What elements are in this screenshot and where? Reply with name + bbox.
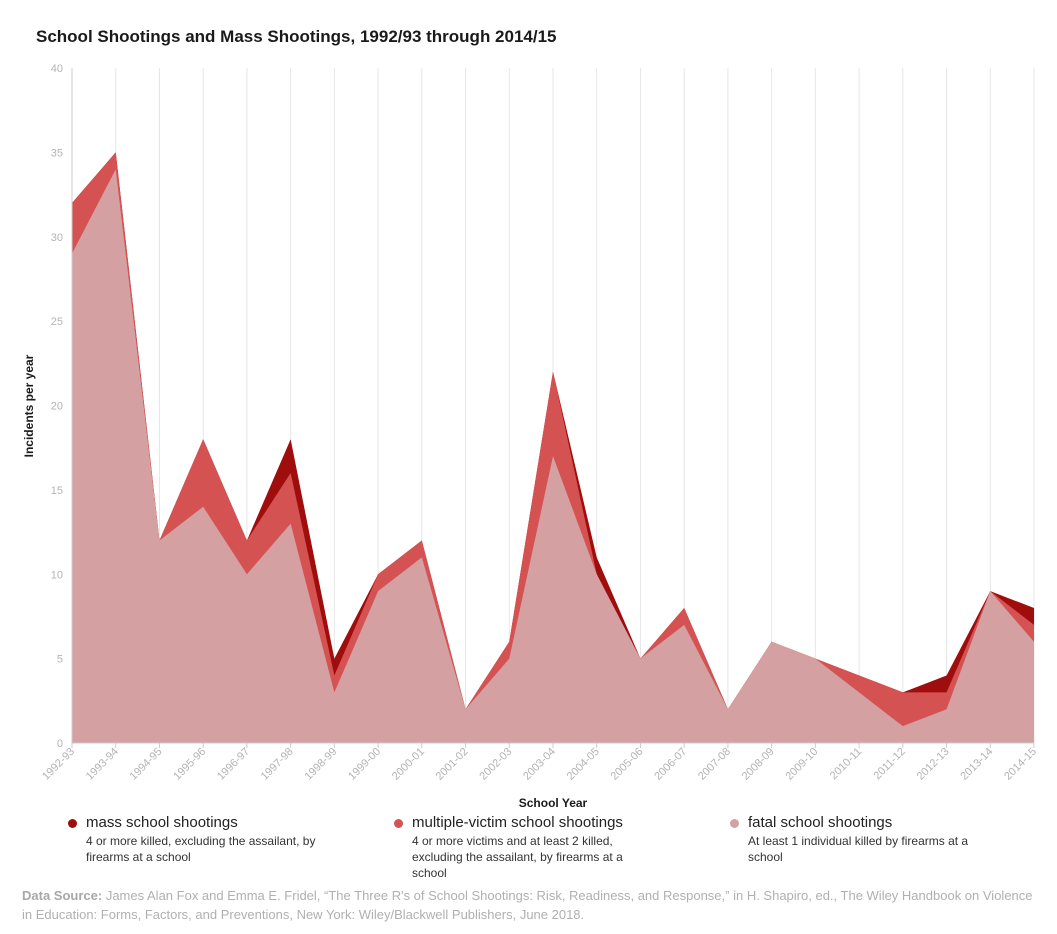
axes (71, 68, 1035, 748)
area-fatal (72, 169, 1034, 743)
x-tick-label: 1998-99 (302, 746, 339, 783)
legend-item-mass: mass school shootings 4 or more killed, … (68, 814, 368, 865)
legend-desc-mass: 4 or more killed, excluding the assailan… (86, 834, 316, 864)
y-axis-title: Incidents per year (22, 354, 36, 457)
y-tick-label: 35 (51, 147, 63, 159)
y-tick-label: 5 (57, 654, 63, 666)
legend-desc-multiple-victim: 4 or more victims and at least 2 killed,… (412, 834, 623, 880)
x-tick-label: 2006-07 (652, 746, 689, 783)
y-tick-label: 25 (51, 316, 63, 328)
x-tick-label: 2013-14 (958, 746, 995, 783)
x-tick-label: 1994-95 (128, 746, 165, 783)
x-axis-title: School Year (519, 796, 588, 810)
x-tick-label: 1999-00 (346, 746, 383, 783)
x-tick-label: 2003-04 (521, 746, 558, 783)
legend-item-fatal: fatal school shootings At least 1 indivi… (730, 814, 1030, 865)
x-tick-label: 2001-02 (434, 746, 471, 783)
legend-swatch-mass (68, 819, 77, 828)
x-tick-label: 2014-15 (1002, 746, 1039, 783)
y-tick-label: 0 (57, 738, 63, 750)
area-multiple-victim (72, 152, 1034, 743)
x-tick-label: 2007-08 (696, 746, 733, 783)
x-tick-label: 2000-01 (390, 746, 427, 783)
y-tick-labels: 0 5 10 15 20 25 30 35 40 (51, 63, 63, 750)
x-tick-label: 2004-05 (565, 746, 602, 783)
x-tick-label: 1995-96 (171, 746, 208, 783)
data-source-label: Data Source: (22, 888, 103, 903)
x-tick-label: 2010-11 (828, 746, 864, 782)
legend-swatch-fatal (730, 819, 739, 828)
y-tick-label: 15 (51, 485, 63, 497)
x-tick-label: 1997-98 (259, 746, 296, 783)
x-tick-label: 2012-13 (915, 746, 952, 783)
x-tick-labels: 1992-93 1993-94 1994-95 1995-96 1996-97 1997-… (40, 746, 1039, 783)
legend-desc-fatal: At least 1 individual killed by firearms… (748, 834, 969, 864)
x-tick-label: 2002-03 (477, 746, 514, 783)
legend-swatch-multiple-victim (394, 819, 403, 828)
x-tick-label: 2005-06 (609, 746, 646, 783)
legend-item-multiple-victim: multiple-victim school shootings 4 or mo… (394, 814, 694, 881)
y-tick-label: 10 (51, 569, 63, 581)
data-source: Data Source: James Alan Fox and Emma E. … (22, 886, 1042, 924)
legend-label-multiple-victim: multiple-victim school shootings (412, 814, 623, 831)
x-tick-label: 2011-12 (871, 746, 907, 782)
x-tick-label: 1993-94 (84, 746, 121, 783)
x-tick-label: 1996-97 (215, 746, 252, 783)
y-tick-label: 20 (51, 401, 63, 413)
x-tick-label: 2008-09 (740, 746, 777, 783)
x-tick-label: 1992-93 (40, 746, 77, 783)
chart-title: School Shootings and Mass Shootings, 199… (36, 27, 557, 46)
y-tick-label: 40 (51, 63, 63, 75)
legend-label-mass: mass school shootings (86, 814, 238, 831)
x-tick-label: 2009-10 (783, 746, 820, 783)
data-source-text: James Alan Fox and Emma E. Fridel, “The … (22, 888, 1033, 922)
stacked-areas (72, 152, 1034, 743)
legend-label-fatal: fatal school shootings (748, 814, 893, 831)
y-tick-label: 30 (51, 232, 63, 244)
